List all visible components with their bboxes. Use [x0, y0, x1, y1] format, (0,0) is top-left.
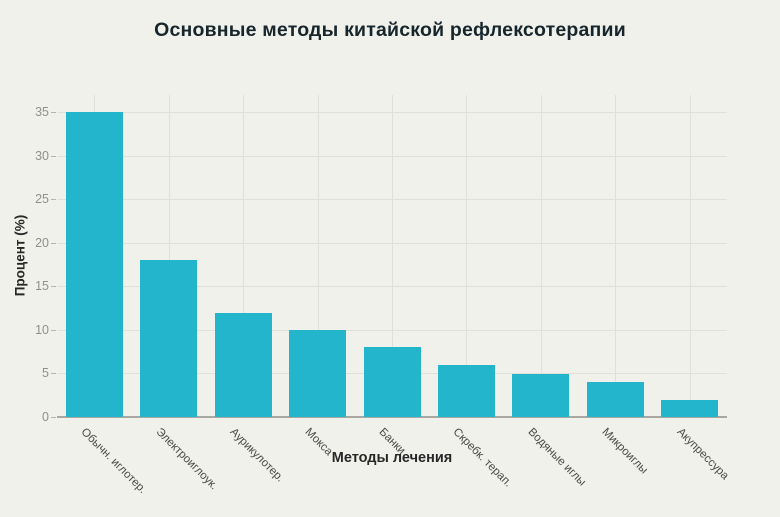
bar [214, 312, 272, 417]
bar [661, 399, 719, 417]
y-tick-mark [51, 112, 56, 114]
bar [289, 329, 347, 417]
x-axis-line [57, 416, 727, 418]
x-gridline [615, 95, 617, 417]
bar [586, 382, 644, 417]
y-tick-label: 10 [35, 322, 49, 337]
x-gridline [466, 95, 468, 417]
y-tick-mark [51, 155, 56, 157]
x-axis-title: Методы лечения [331, 450, 453, 466]
bar [140, 260, 198, 417]
y-tick-label: 0 [42, 410, 49, 424]
y-tick-label: 5 [42, 366, 49, 381]
bar [512, 373, 570, 417]
x-gridline [317, 95, 319, 417]
bar [65, 112, 123, 417]
y-tick-mark [51, 199, 56, 201]
bar [363, 347, 421, 417]
bar [437, 364, 495, 417]
y-tick-label: 35 [35, 105, 49, 120]
plot-area: 0 5 10 15 20 25 30 35 Обычн. иглотер. Электроигло… [35, 95, 731, 496]
x-gridline [243, 95, 245, 417]
y-tick-label: 20 [35, 235, 49, 250]
y-tick-label: 30 [35, 148, 49, 163]
y-tick-label: 25 [35, 192, 49, 207]
y-tick-label: 15 [35, 279, 49, 294]
x-gridline [689, 95, 691, 417]
x-gridline [168, 95, 170, 417]
y-tick-mark [51, 242, 56, 244]
y-tick-mark [51, 417, 56, 418]
y-tick-mark [51, 329, 56, 331]
x-gridline [540, 95, 542, 417]
y-tick-mark [51, 373, 56, 375]
chart-title: Основные методы китайской рефлексотерапи… [154, 19, 626, 41]
y-tick-mark [51, 286, 56, 288]
x-gridline [392, 95, 393, 417]
